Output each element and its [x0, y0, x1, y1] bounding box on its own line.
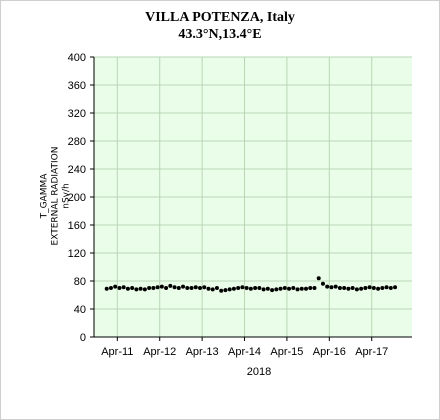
data-point [342, 286, 347, 290]
chart-title: VILLA POTENZA, Italy [145, 10, 295, 25]
data-point [108, 286, 113, 290]
data-point [236, 286, 241, 290]
data-point [270, 288, 275, 293]
data-point [384, 285, 389, 290]
data-point [244, 286, 249, 290]
data-point [287, 286, 292, 291]
data-point [223, 288, 228, 293]
data-point [320, 281, 325, 286]
data-point [393, 285, 398, 290]
data-point [333, 284, 338, 289]
data-point [350, 286, 355, 290]
data-point [367, 285, 372, 290]
data-point [253, 286, 258, 290]
data-point [164, 286, 169, 290]
data-point [337, 286, 342, 290]
y-tick-label: 0 [80, 332, 86, 344]
y-tick-label: 80 [74, 276, 86, 288]
data-point [329, 285, 334, 290]
data-point [312, 286, 317, 290]
data-point [299, 286, 304, 291]
data-point [185, 286, 190, 290]
data-point [359, 286, 364, 291]
x-tick-label: Apr-14 [228, 346, 261, 358]
data-point [291, 286, 296, 290]
data-point [202, 285, 207, 290]
data-point [316, 276, 321, 281]
data-point [248, 286, 253, 291]
x-tick-label: Apr-15 [270, 346, 303, 358]
data-point [142, 287, 147, 292]
data-point [388, 286, 393, 290]
data-point [240, 285, 245, 290]
data-point [354, 287, 359, 292]
data-point [193, 285, 198, 290]
data-point [325, 284, 330, 289]
data-point [168, 283, 173, 288]
data-point [176, 286, 181, 290]
data-point [257, 286, 262, 290]
data-point [274, 287, 279, 292]
y-tick-label: 360 [68, 80, 86, 92]
y-tick-label: 160 [68, 220, 86, 232]
data-point [117, 286, 122, 290]
data-point [261, 287, 266, 292]
y-tick-label: 40 [74, 304, 86, 316]
data-point [231, 286, 236, 291]
y-tick-label: 400 [68, 52, 86, 64]
y-tick-label: 320 [68, 108, 86, 120]
data-point [134, 287, 139, 292]
data-point [125, 286, 130, 291]
data-point [380, 286, 385, 290]
x-tick-label: Apr-13 [186, 346, 219, 358]
x-tick-label: Apr-11 [101, 346, 133, 358]
data-point [210, 287, 215, 292]
x-tick-label: Apr-16 [313, 346, 346, 358]
data-point [304, 286, 308, 291]
data-point [181, 284, 186, 289]
data-point [206, 286, 211, 291]
y-tick-label: 200 [68, 192, 86, 204]
data-point [295, 287, 300, 292]
data-point [376, 286, 381, 291]
data-point [147, 286, 152, 290]
data-point [227, 287, 232, 292]
data-point [155, 285, 160, 290]
data-point [219, 288, 224, 293]
data-point [265, 286, 270, 291]
y-tick-label: 120 [68, 248, 86, 260]
data-point [371, 286, 376, 290]
data-point [130, 286, 135, 290]
data-point [172, 285, 177, 290]
data-point [198, 286, 202, 290]
y-tick-label: 240 [68, 164, 86, 176]
data-point [159, 284, 164, 289]
data-point [214, 286, 219, 290]
data-point [278, 286, 283, 291]
chart-subtitle: 43.3°N,13.4°E [178, 27, 262, 42]
data-point [113, 284, 118, 289]
data-point [308, 286, 313, 290]
data-point [282, 286, 287, 290]
data-point [121, 285, 126, 290]
data-point [346, 286, 351, 291]
data-point [138, 286, 143, 291]
x-axis-label: 2018 [246, 366, 272, 378]
y-tick-label: 280 [68, 136, 86, 148]
data-point [151, 286, 156, 290]
data-point [363, 286, 368, 290]
data-point [189, 286, 194, 290]
x-tick-label: Apr-17 [355, 346, 388, 358]
data-point [104, 286, 109, 291]
x-tick-label: Apr-12 [143, 346, 176, 358]
